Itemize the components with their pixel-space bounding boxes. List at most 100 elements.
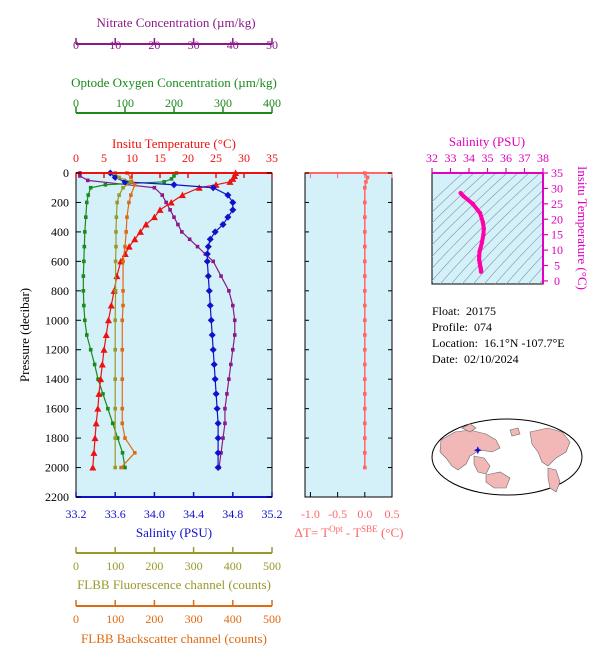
temperature-point <box>178 191 186 199</box>
ts-point <box>477 210 483 216</box>
density-contours <box>432 173 543 284</box>
profile-line: Profile: 074 <box>432 320 492 335</box>
salinity-point <box>211 375 219 383</box>
backscatter-point <box>120 421 125 426</box>
fluorescence-point <box>113 259 118 264</box>
ts-point <box>458 190 463 196</box>
delta-temperature-point <box>363 200 367 205</box>
temperature-point <box>97 375 105 383</box>
fluorescence-point <box>117 175 121 180</box>
temperature-point <box>89 464 97 471</box>
salinity-tick-label: 34.0 <box>144 507 165 521</box>
salinity-point <box>214 434 222 442</box>
nitrate-tick-label: 30 <box>188 38 200 52</box>
oxygen-point <box>172 174 176 178</box>
ts-plot-area <box>431 172 544 285</box>
delta-temperature-point <box>363 274 367 278</box>
salinity-tick-label: 34.8 <box>222 507 243 521</box>
temperature-point <box>142 221 150 228</box>
ts-temperature-tick-label: 5 <box>554 259 560 273</box>
density-contour <box>432 173 497 235</box>
nitrate-point <box>172 215 176 219</box>
oxygen-point <box>103 182 108 187</box>
ts-series <box>458 190 486 274</box>
delta-temperature-point <box>363 303 367 308</box>
density-contour <box>461 200 543 284</box>
backscatter-point <box>120 347 125 352</box>
oxygen-point <box>84 333 89 337</box>
nitrate-point <box>231 347 235 352</box>
temperature-point <box>136 228 144 235</box>
fluorescence-point <box>113 406 117 411</box>
oxygen-point <box>82 259 86 264</box>
ts-point <box>477 249 482 254</box>
delta-temperature-point <box>363 347 367 352</box>
pressure-tick-label: 2200 <box>45 490 69 504</box>
ts-salinity-axis-title: Salinity (PSU) <box>449 134 525 149</box>
oxygen-point <box>82 303 86 308</box>
fluorescence-tick-label: 0 <box>73 559 79 573</box>
backscatter-point <box>120 406 125 411</box>
delta-temperature-point <box>363 244 367 249</box>
fluorescence-point <box>113 436 117 440</box>
nitrate-point <box>232 318 237 323</box>
ts-point <box>480 220 486 225</box>
salinity-point <box>204 272 212 280</box>
delta-temperature-point <box>363 318 367 323</box>
delta-temperature-point <box>363 451 367 455</box>
salinity-point <box>213 405 221 413</box>
fluorescence-point <box>113 465 117 470</box>
density-contour <box>483 221 543 284</box>
backscatter-point <box>120 377 125 381</box>
nitrate-line <box>79 173 236 468</box>
oxygen-line <box>82 172 177 468</box>
salinity-point <box>219 221 227 229</box>
backscatter-tick-label: 300 <box>185 612 203 626</box>
temperature-point <box>102 331 110 338</box>
backscatter-point <box>129 193 133 197</box>
oxygen-point <box>106 406 110 411</box>
density-contour <box>450 190 543 284</box>
temperature-point <box>95 390 103 397</box>
salinity-point <box>229 198 237 206</box>
fluorescence-point <box>113 318 117 323</box>
nitrate-series <box>78 171 237 470</box>
land-mass <box>461 423 477 433</box>
temperature-point <box>91 434 99 442</box>
ts-point <box>461 193 466 199</box>
series-layer <box>78 169 486 472</box>
fluorescence-tick-label: 300 <box>185 559 203 573</box>
fluorescence-tick-label: 500 <box>263 559 281 573</box>
delta-temperature-tick-label: 0.0 <box>357 507 372 521</box>
backscatter-point <box>121 303 125 308</box>
delta-temperature-point <box>363 406 367 411</box>
backscatter-point <box>133 451 137 455</box>
ts-temperature-tick-label: 25 <box>551 197 563 211</box>
oxygen-point <box>88 185 93 190</box>
backscatter-point <box>120 318 125 323</box>
temperature-point <box>125 243 133 250</box>
fluorescence-point <box>129 180 133 184</box>
oxygen-tick-label: 400 <box>263 96 281 110</box>
float-value: 20175 <box>466 304 497 318</box>
ts-salinity-tick-label: 35 <box>482 151 494 165</box>
nitrate-point <box>231 303 235 308</box>
fluorescence-point <box>115 200 119 205</box>
ts-point <box>481 226 486 231</box>
oxygen-point <box>84 215 88 219</box>
backscatter-point <box>123 436 127 440</box>
nitrate-point <box>152 185 157 190</box>
salinity-point <box>214 464 222 472</box>
ts-temperature-tick-label: 0 <box>554 274 560 288</box>
nitrate-tick-label: 40 <box>227 38 239 52</box>
density-contour <box>432 173 464 203</box>
oxygen-tick-label: 300 <box>214 96 232 110</box>
nitrate-tick-label: 50 <box>266 38 278 52</box>
ts-salinity-tick-label: 33 <box>445 151 457 165</box>
oxygen-point <box>96 377 100 381</box>
density-contour <box>432 173 508 246</box>
pressure-tick-label: 800 <box>51 284 69 298</box>
pressure-tick-label: 400 <box>51 225 69 239</box>
salinity-point <box>210 360 218 368</box>
